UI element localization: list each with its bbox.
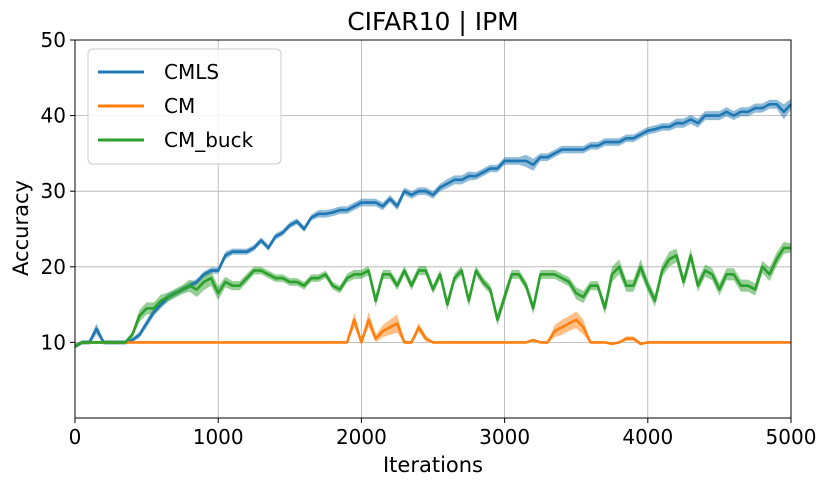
line-cm bbox=[74, 318, 791, 348]
plot-frame bbox=[74, 39, 792, 419]
band-cm-buck bbox=[75, 241, 791, 349]
series-lines bbox=[74, 102, 792, 348]
x-tick-label: 4000 bbox=[622, 425, 673, 449]
line-cm-buck bbox=[74, 246, 791, 348]
x-tick-label: 5000 bbox=[766, 425, 817, 449]
legend-label-cmls: CMLS bbox=[164, 60, 219, 84]
legend-box bbox=[87, 48, 282, 165]
y-tick-label: 10 bbox=[41, 330, 66, 354]
x-axis-label: Iterations bbox=[383, 453, 483, 477]
legend-label-cm-buck: CM_buck bbox=[164, 128, 254, 152]
y-tick-label: 40 bbox=[41, 104, 66, 128]
y-tick-label: 20 bbox=[41, 255, 66, 279]
y-tick-label: 30 bbox=[41, 179, 66, 203]
line-cmls bbox=[74, 102, 792, 348]
x-tick-label: 1000 bbox=[193, 425, 244, 449]
chart-title: CIFAR10 | IPM bbox=[347, 7, 519, 36]
legend-label-cm: CM bbox=[164, 94, 195, 118]
y-axis-label: Accuracy bbox=[9, 180, 33, 276]
x-tick-label: 3000 bbox=[479, 425, 530, 449]
x-tick-label: 0 bbox=[69, 425, 82, 449]
y-tick-label: 50 bbox=[41, 28, 66, 52]
x-tick-label: 2000 bbox=[336, 425, 387, 449]
legend: CMLS CM CM_buck bbox=[87, 48, 282, 165]
axis-ticks: 0 1000 2000 3000 4000 5000 10 20 30 40 50 bbox=[41, 28, 817, 449]
